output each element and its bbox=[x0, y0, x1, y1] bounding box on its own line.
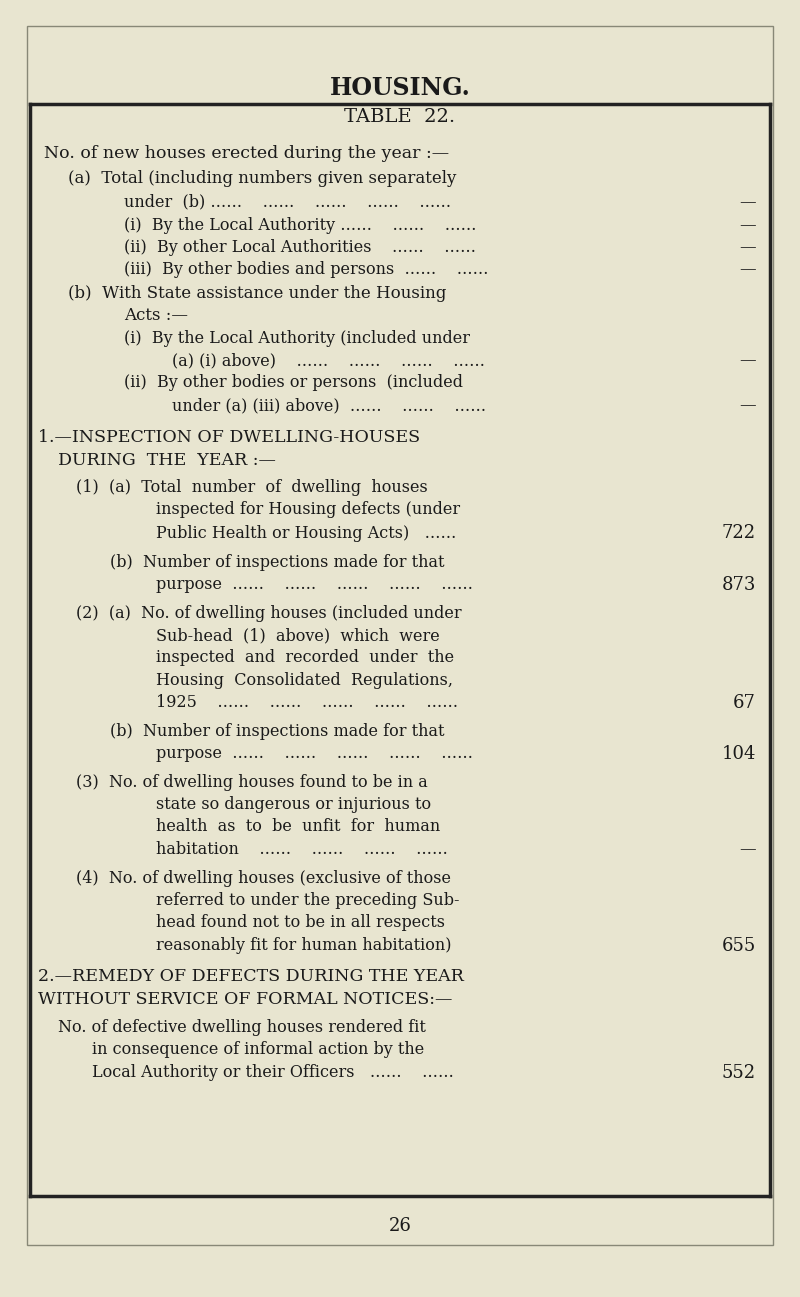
Text: —: — bbox=[739, 193, 756, 211]
Text: 67: 67 bbox=[733, 694, 756, 712]
Text: (a)  Total (including numbers given separately: (a) Total (including numbers given separ… bbox=[68, 170, 456, 188]
Text: (b)  Number of inspections made for that: (b) Number of inspections made for that bbox=[110, 554, 445, 572]
Text: (4)  No. of dwelling houses (exclusive of those: (4) No. of dwelling houses (exclusive of… bbox=[76, 869, 451, 887]
Text: 552: 552 bbox=[722, 1064, 756, 1082]
Text: state so dangerous or injurious to: state so dangerous or injurious to bbox=[156, 795, 431, 813]
Text: 1.—INSPECTION OF DWELLING-HOUSES: 1.—INSPECTION OF DWELLING-HOUSES bbox=[38, 428, 421, 446]
Text: —: — bbox=[739, 261, 756, 279]
Text: 2.—REMEDY OF DEFECTS DURING THE YEAR: 2.—REMEDY OF DEFECTS DURING THE YEAR bbox=[38, 968, 464, 986]
Text: 1925    ……    ……    ……    ……    ……: 1925 …… …… …… …… …… bbox=[156, 694, 458, 712]
Text: 722: 722 bbox=[722, 524, 756, 542]
Text: inspected for Housing defects (under: inspected for Housing defects (under bbox=[156, 501, 460, 519]
Text: Acts :—: Acts :— bbox=[124, 306, 188, 324]
Text: —: — bbox=[739, 397, 756, 415]
Text: (i)  By the Local Authority ……    ……    ……: (i) By the Local Authority …… …… …… bbox=[124, 217, 477, 235]
Text: Local Authority or their Officers   ……    ……: Local Authority or their Officers …… …… bbox=[92, 1064, 454, 1082]
Text: —: — bbox=[739, 239, 756, 257]
Text: Public Health or Housing Acts)   ……: Public Health or Housing Acts) …… bbox=[156, 524, 456, 542]
Text: 655: 655 bbox=[722, 936, 756, 955]
Text: under  (b) ……    ……    ……    ……    ……: under (b) …… …… …… …… …… bbox=[124, 193, 451, 211]
Text: TABLE  22.: TABLE 22. bbox=[345, 108, 455, 126]
Text: (ii)  By other Local Authorities    ……    ……: (ii) By other Local Authorities …… …… bbox=[124, 239, 476, 257]
Text: Sub-head  (1)  above)  which  were: Sub-head (1) above) which were bbox=[156, 626, 440, 645]
Text: (ii)  By other bodies or persons  (included: (ii) By other bodies or persons (include… bbox=[124, 374, 463, 392]
Text: (2)  (a)  No. of dwelling houses (included under: (2) (a) No. of dwelling houses (included… bbox=[76, 604, 462, 623]
Text: reasonably fit for human habitation): reasonably fit for human habitation) bbox=[156, 936, 451, 955]
Text: (iii)  By other bodies and persons  ……    ……: (iii) By other bodies and persons …… …… bbox=[124, 261, 489, 279]
Text: WITHOUT SERVICE OF FORMAL NOTICES:—: WITHOUT SERVICE OF FORMAL NOTICES:— bbox=[38, 991, 453, 1009]
Text: —: — bbox=[739, 840, 756, 859]
Text: 26: 26 bbox=[389, 1217, 411, 1235]
Text: 104: 104 bbox=[722, 744, 756, 763]
Text: health  as  to  be  unfit  for  human: health as to be unfit for human bbox=[156, 817, 440, 835]
Text: inspected  and  recorded  under  the: inspected and recorded under the bbox=[156, 648, 454, 667]
Text: (a) (i) above)    ……    ……    ……    ……: (a) (i) above) …… …… …… …… bbox=[172, 351, 485, 370]
Text: head found not to be in all respects: head found not to be in all respects bbox=[156, 913, 445, 931]
Text: (b)  With State assistance under the Housing: (b) With State assistance under the Hous… bbox=[68, 284, 446, 302]
Text: (b)  Number of inspections made for that: (b) Number of inspections made for that bbox=[110, 722, 445, 741]
Text: DURING  THE  YEAR :—: DURING THE YEAR :— bbox=[58, 451, 275, 470]
Text: purpose  ……    ……    ……    ……    ……: purpose …… …… …… …… …… bbox=[156, 576, 473, 594]
Text: in consequence of informal action by the: in consequence of informal action by the bbox=[92, 1040, 424, 1058]
Text: under (a) (iii) above)  ……    ……    ……: under (a) (iii) above) …… …… …… bbox=[172, 397, 486, 415]
Text: (3)  No. of dwelling houses found to be in a: (3) No. of dwelling houses found to be i… bbox=[76, 773, 428, 791]
Text: purpose  ……    ……    ……    ……    ……: purpose …… …… …… …… …… bbox=[156, 744, 473, 763]
Text: —: — bbox=[739, 217, 756, 235]
Text: Housing  Consolidated  Regulations,: Housing Consolidated Regulations, bbox=[156, 672, 453, 690]
Text: 873: 873 bbox=[722, 576, 756, 594]
Text: habitation    ……    ……    ……    ……: habitation …… …… …… …… bbox=[156, 840, 448, 859]
Text: referred to under the preceding Sub-: referred to under the preceding Sub- bbox=[156, 891, 459, 909]
Text: (i)  By the Local Authority (included under: (i) By the Local Authority (included und… bbox=[124, 329, 470, 348]
Text: No. of new houses erected during the year :—: No. of new houses erected during the yea… bbox=[44, 144, 449, 162]
Text: (1)  (a)  Total  number  of  dwelling  houses: (1) (a) Total number of dwelling houses bbox=[76, 479, 428, 497]
Text: HOUSING.: HOUSING. bbox=[330, 77, 470, 100]
Text: —: — bbox=[739, 351, 756, 370]
Text: No. of defective dwelling houses rendered fit: No. of defective dwelling houses rendere… bbox=[58, 1018, 426, 1036]
